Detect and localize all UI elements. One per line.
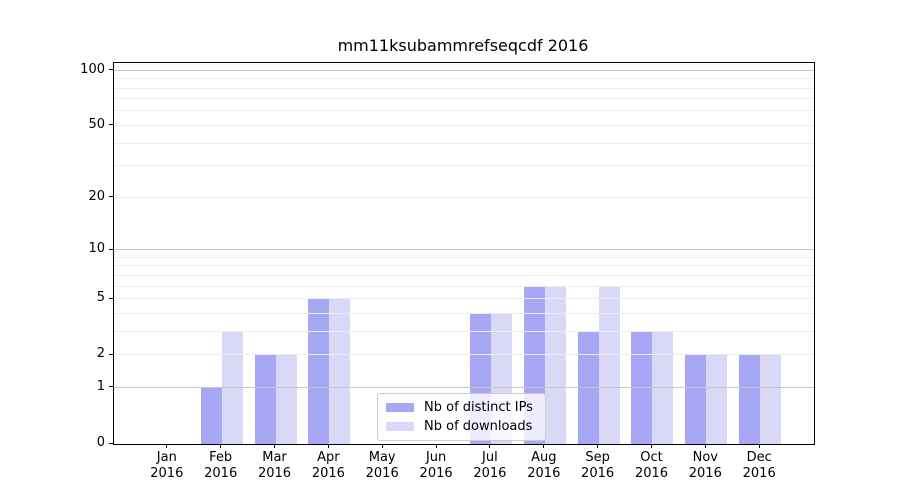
x-tick-mark [166,444,168,448]
bars-layer [114,63,814,444]
legend-item-distinct-ips: Nb of distinct IPs [386,400,533,415]
x-tick-mark [758,444,760,448]
y-tick-mark [109,69,113,71]
y-tick-mark [109,124,113,126]
y-tick-label: 0 [96,435,105,450]
legend-swatch-downloads [386,422,414,431]
bar-distinct-ips-sep [577,331,599,444]
y-tick-label: 50 [88,116,105,132]
y-tick-label: 1 [96,378,105,394]
legend-label-downloads: Nb of downloads [424,419,533,434]
x-tick-mark [327,444,329,448]
bar-downloads-sep [598,286,620,444]
bar-distinct-ips-feb [200,387,222,444]
x-tick-mark [651,444,652,448]
x-tick-mark [381,444,383,448]
x-tick-mark [543,444,545,448]
y-tick-mark [109,386,113,388]
x-tick-label-feb: Feb 2016 [204,450,238,481]
y-tick-label: 20 [88,188,105,204]
y-tick-mark [109,353,113,355]
x-tick-mark [435,444,437,448]
bar-downloads-oct [652,331,674,444]
x-tick-label-nov: Nov 2016 [688,450,722,481]
bar-downloads-mar [275,355,297,444]
legend: Nb of distinct IPs Nb of downloads [377,393,546,441]
x-tick-label-oct: Oct 2016 [634,450,669,481]
x-tick-label-mar: Mar 2016 [257,450,292,481]
bar-downloads-apr [329,299,351,444]
x-tick-label-may: May 2016 [365,450,399,481]
x-tick-label-sep: Sep 2016 [581,450,615,481]
bar-distinct-ips-oct [631,331,653,444]
y-tick-mark [109,297,113,299]
y-tick-label: 10 [88,241,105,256]
plot-area [113,62,815,445]
bar-distinct-ips-nov [685,355,707,444]
bar-downloads-nov [706,355,728,444]
legend-label-distinct-ips: Nb of distinct IPs [424,400,533,415]
bar-downloads-aug [544,286,566,444]
x-tick-label-jul: Jul 2016 [473,450,507,481]
y-tick-mark [109,442,113,444]
x-tick-label-apr: Apr 2016 [311,450,345,481]
legend-swatch-distinct-ips [386,403,414,412]
bar-distinct-ips-apr [308,299,330,444]
x-tick-mark [220,444,222,448]
x-tick-label-jun: Jun 2016 [419,450,453,481]
y-tick-label: 5 [96,290,105,305]
bar-downloads-dec [760,355,782,444]
x-tick-label-jan: Jan 2016 [150,450,184,481]
x-tick-label-dec: Dec 2016 [742,450,776,481]
legend-item-downloads: Nb of downloads [386,419,533,434]
x-tick-label-aug: Aug 2016 [527,450,561,481]
y-tick-label: 2 [96,346,105,362]
y-tick-mark [109,248,113,250]
x-tick-mark [597,444,599,448]
x-tick-mark [704,444,706,448]
y-tick-mark [109,196,113,198]
chart-title: mm11ksubammrefseqcdf 2016 [337,36,589,55]
x-tick-mark [489,444,491,448]
bar-distinct-ips-dec [739,355,761,444]
x-tick-mark [274,444,275,448]
bar-downloads-feb [221,331,243,444]
bar-distinct-ips-mar [254,355,276,444]
y-tick-label: 100 [80,61,105,77]
